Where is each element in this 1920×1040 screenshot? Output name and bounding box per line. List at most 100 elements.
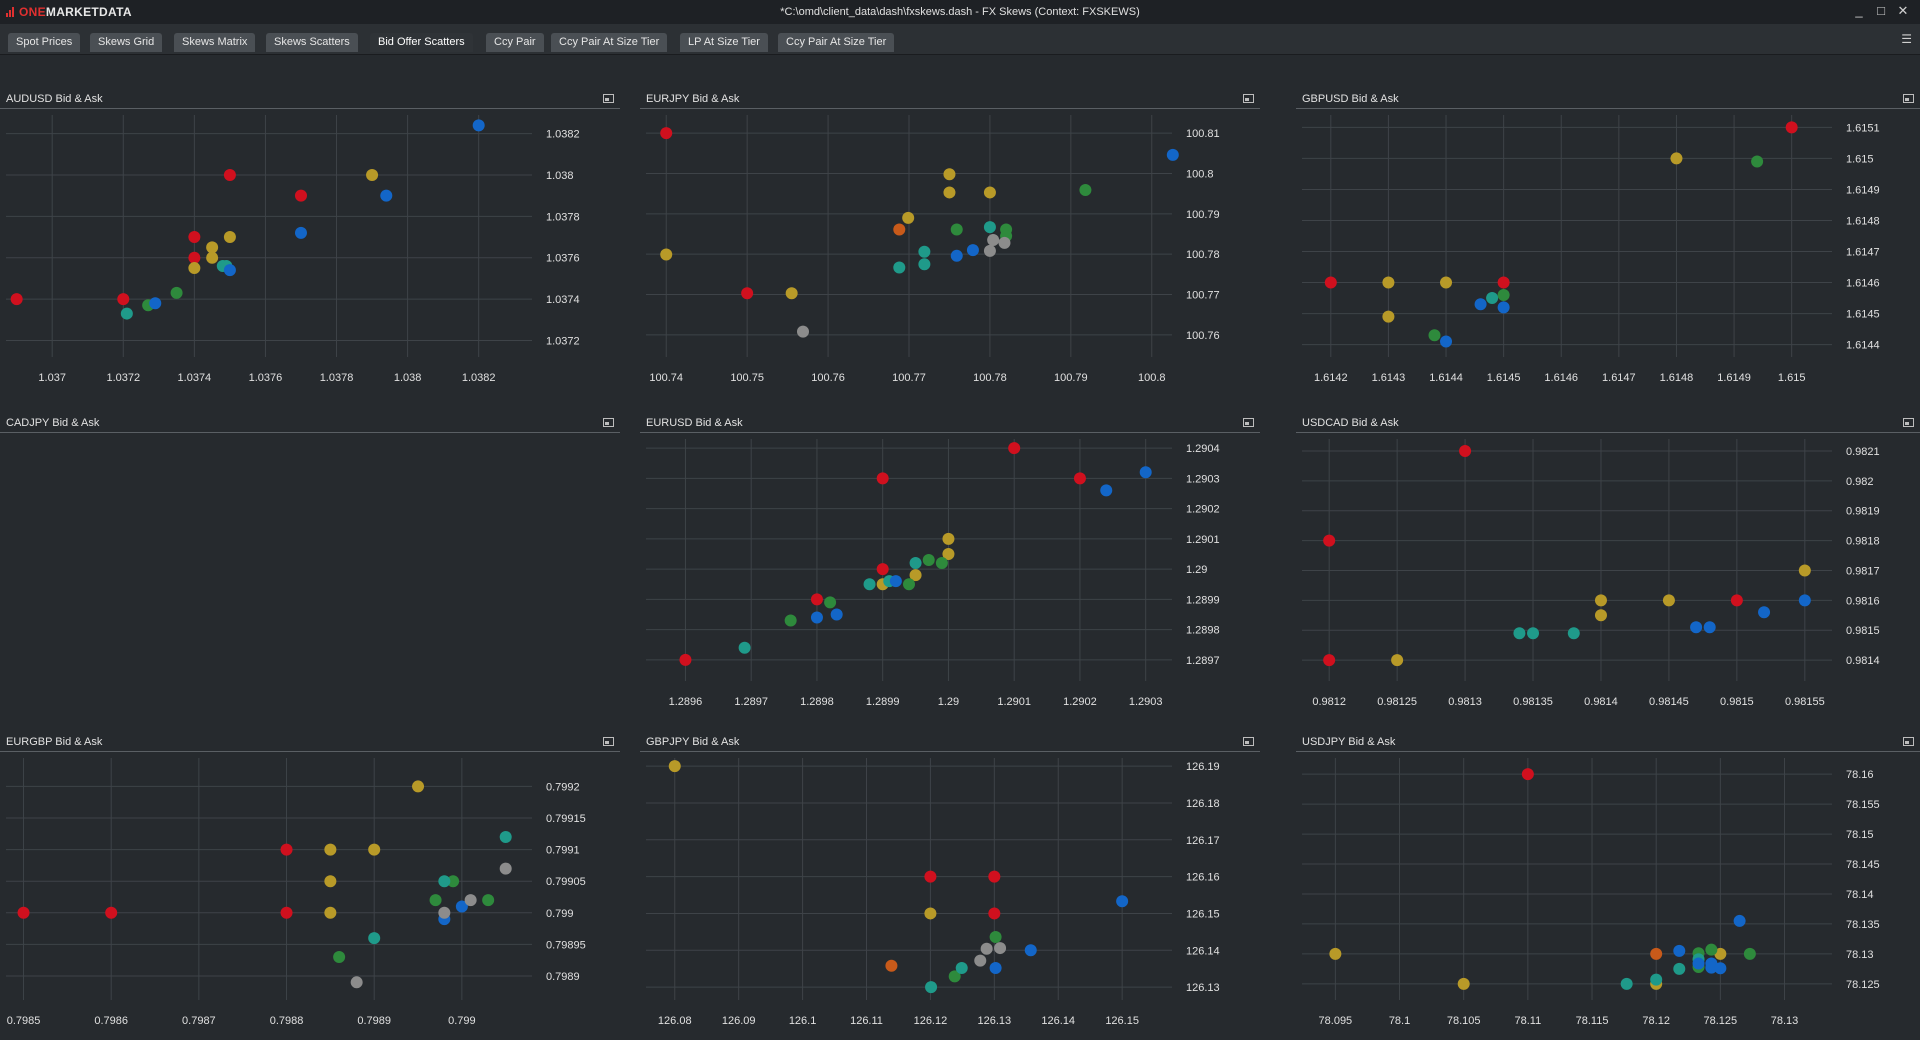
data-point-red [1785, 121, 1798, 134]
tab-bid-offer-scatters[interactable]: Bid Offer Scatters [370, 33, 473, 52]
x-tick-label: 1.6148 [1660, 372, 1694, 384]
y-tick-label: 100.76 [1186, 330, 1220, 342]
y-tick-label: 78.145 [1846, 859, 1880, 871]
data-point-yellow [206, 241, 219, 254]
maximize-panel-icon[interactable] [603, 418, 614, 427]
chart-panel-usdjpy: USDJPY Bid & Ask 78.095 78.1 78.105 78.11 78… [1296, 736, 1920, 1036]
data-point-yellow [1440, 276, 1453, 289]
data-point-blue [989, 961, 1002, 974]
y-tick-label: 1.6151 [1846, 122, 1880, 134]
y-tick-label: 0.9819 [1846, 506, 1880, 518]
x-tick-label: 1.0372 [106, 372, 140, 384]
y-tick-label: 1.0382 [546, 129, 580, 141]
data-point-green [1079, 184, 1092, 197]
logo-bars-icon [6, 6, 15, 20]
chart-panel-gbpusd: GBPUSD Bid & Ask 1.6142 1.6143 1.6144 1.614… [1296, 93, 1920, 393]
data-point-teal [863, 578, 876, 591]
data-point-green [989, 931, 1002, 944]
tab-ccy-pair-at-size-tier-2[interactable]: Ccy Pair At Size Tier [778, 33, 895, 52]
data-point-yellow [1594, 594, 1607, 607]
tab-spot-prices[interactable]: Spot Prices [8, 33, 81, 52]
x-tick-label: 126.15 [1105, 1015, 1139, 1027]
maximize-panel-icon[interactable] [1243, 94, 1254, 103]
hamburger-icon[interactable]: ☰ [1901, 32, 1912, 46]
x-tick-label: 0.9813 [1448, 696, 1482, 708]
x-tick-label: 100.76 [811, 372, 845, 384]
data-point-yellow [188, 262, 201, 275]
chart-panel-eurgbp: EURGBP Bid & Ask 0.7985 0.7986 0.7987 0.798… [0, 736, 620, 1036]
maximize-panel-icon[interactable] [1903, 737, 1914, 746]
data-point-teal [1486, 292, 1499, 305]
y-tick-label: 0.799 [546, 908, 574, 920]
tab-ccy-pair-at-size-tier[interactable]: Ccy Pair At Size Tier [551, 33, 668, 52]
data-point-blue [1692, 957, 1705, 970]
y-tick-label: 78.15 [1846, 829, 1874, 841]
data-point-red [876, 563, 889, 576]
x-tick-label: 100.8 [1138, 372, 1166, 384]
data-point-orange [1650, 947, 1663, 960]
data-point-green [170, 286, 183, 299]
scatter-plot: 0.9812 0.98125 0.9813 0.98135 0.9814 0.98145 0… [1302, 439, 1880, 708]
tab-ccy-pair[interactable]: Ccy Pair [486, 33, 544, 52]
tab-skews-matrix[interactable]: Skews Matrix [174, 33, 256, 52]
panel-divider [0, 432, 620, 433]
maximize-panel-icon[interactable] [603, 737, 614, 746]
data-point-teal [1620, 977, 1633, 990]
y-tick-label: 1.6146 [1846, 278, 1880, 290]
y-tick-label: 0.9814 [1846, 655, 1880, 667]
panel-title: EURJPY Bid & Ask [646, 93, 740, 105]
y-tick-label: 1.2897 [1186, 655, 1220, 667]
panel-title: GBPUSD Bid & Ask [1302, 93, 1399, 105]
data-point-red [1008, 442, 1021, 455]
scatter-plot: 1.6142 1.6143 1.6144 1.6145 1.6146 1.6147 1.61… [1302, 115, 1880, 384]
y-tick-label: 1.2903 [1186, 473, 1220, 485]
maximize-button[interactable]: □ [1877, 3, 1885, 18]
data-point-red [280, 906, 293, 919]
x-tick-label: 78.1 [1389, 1015, 1410, 1027]
panel-title: EURUSD Bid & Ask [646, 417, 743, 429]
tab-lp-at-size-tier[interactable]: LP At Size Tier [680, 33, 768, 52]
app-logo: ONEMARKETDATA [6, 5, 132, 20]
x-tick-label: 0.98135 [1513, 696, 1553, 708]
minimize-button[interactable]: _ [1855, 3, 1863, 18]
data-point-teal [1567, 627, 1580, 640]
tab-skews-scatters[interactable]: Skews Scatters [266, 33, 358, 52]
scatter-plot: 100.74 100.75 100.76 100.77 100.78 100.79 100.… [646, 115, 1220, 384]
data-point-gray [998, 236, 1011, 249]
y-tick-label: 0.7989 [546, 971, 580, 983]
data-point-blue [1474, 298, 1487, 311]
maximize-panel-icon[interactable] [1243, 737, 1254, 746]
tab-skews-grid[interactable]: Skews Grid [90, 33, 163, 52]
data-point-green [1743, 947, 1756, 960]
x-tick-label: 100.78 [973, 372, 1007, 384]
data-point-red [679, 653, 692, 666]
maximize-panel-icon[interactable] [1243, 418, 1254, 427]
panel-divider [0, 108, 620, 109]
data-point-red [188, 231, 201, 244]
data-point-gray [499, 862, 512, 875]
x-tick-label: 0.7987 [182, 1015, 216, 1027]
data-point-red [741, 287, 754, 300]
y-tick-label: 1.0374 [546, 294, 580, 306]
data-point-red [17, 906, 30, 919]
y-tick-label: 126.13 [1186, 982, 1220, 994]
x-tick-label: 1.0378 [320, 372, 354, 384]
panel-title: USDCAD Bid & Ask [1302, 417, 1399, 429]
data-point-green [1497, 288, 1510, 301]
data-point-blue [149, 297, 162, 310]
data-point-red [1324, 276, 1337, 289]
data-point-yellow [366, 168, 379, 181]
data-point-yellow [1329, 947, 1342, 960]
x-tick-label: 100.74 [649, 372, 683, 384]
maximize-panel-icon[interactable] [1903, 94, 1914, 103]
y-tick-label: 0.79915 [546, 813, 586, 825]
y-tick-label: 0.9815 [1846, 625, 1880, 637]
window-title: *C:\omd\client_data\dash\fxskews.dash - … [780, 6, 1140, 18]
data-point-red [1323, 534, 1336, 547]
close-button[interactable]: ✕ [1897, 3, 1909, 18]
y-tick-label: 0.9817 [1846, 565, 1880, 577]
data-point-blue [294, 226, 307, 239]
chart-panel-eurjpy: EURJPY Bid & Ask 100.74 100.75 100.76 100.7… [640, 93, 1260, 393]
maximize-panel-icon[interactable] [1903, 418, 1914, 427]
maximize-panel-icon[interactable] [603, 94, 614, 103]
